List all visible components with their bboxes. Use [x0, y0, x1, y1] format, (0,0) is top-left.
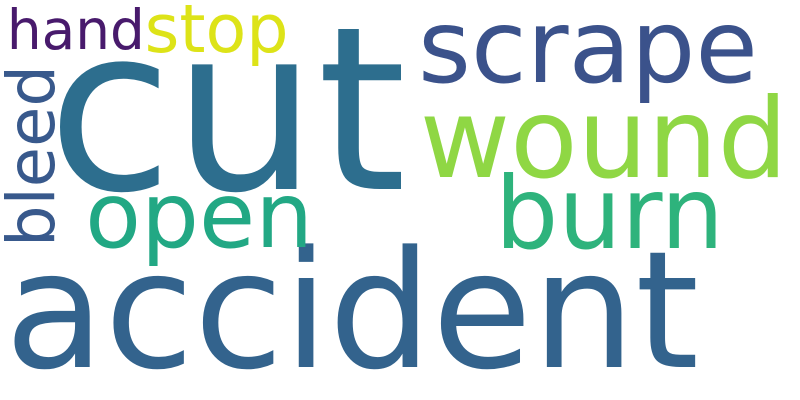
- word-bleed: bleed: [0, 65, 70, 247]
- word-accident: accident: [4, 216, 700, 400]
- word-wound: wound: [419, 75, 788, 205]
- word-scrape: scrape: [417, 0, 758, 106]
- word-stop: stop: [144, 0, 289, 69]
- word-hand: hand: [6, 0, 145, 63]
- word-burn: burn: [495, 154, 724, 272]
- word-cut: cut: [47, 0, 407, 243]
- word-open: open: [85, 162, 314, 270]
